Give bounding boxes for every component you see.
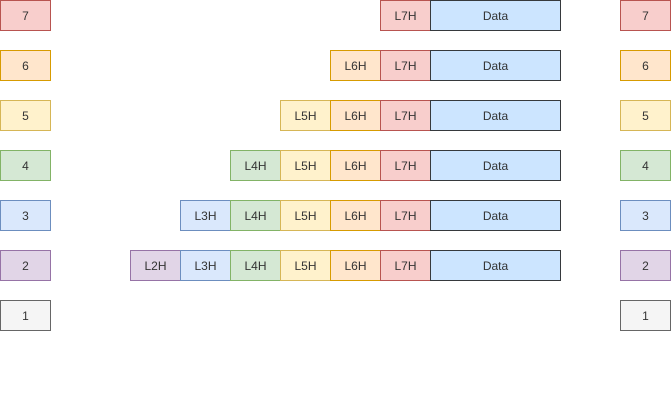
header-l2h-row-6: L2H (130, 250, 181, 281)
data-block-row-2: Data (430, 50, 561, 81)
data-block-row-3: Data (430, 100, 561, 131)
header-l7h-row-4: L7H (380, 150, 431, 181)
header-l7h-row-1: L7H (380, 0, 431, 31)
layer-box-left-2: 2 (0, 250, 51, 281)
header-l7h-row-6: L7H (380, 250, 431, 281)
data-block-row-5: Data (430, 200, 561, 231)
header-l5h-row-6: L5H (280, 250, 331, 281)
header-l6h-row-4: L6H (330, 150, 381, 181)
layer-box-left-1: 1 (0, 300, 51, 331)
layer-box-right-3: 3 (620, 200, 671, 231)
layer-box-left-5: 5 (0, 100, 51, 131)
header-l7h-row-2: L7H (380, 50, 431, 81)
header-l6h-row-2: L6H (330, 50, 381, 81)
header-l4h-row-4: L4H (230, 150, 281, 181)
layer-box-left-4: 4 (0, 150, 51, 181)
data-block-row-4: Data (430, 150, 561, 181)
header-l7h-row-5: L7H (380, 200, 431, 231)
header-l6h-row-3: L6H (330, 100, 381, 131)
layer-box-right-7: 7 (620, 0, 671, 31)
layer-box-right-1: 1 (620, 300, 671, 331)
layer-box-right-4: 4 (620, 150, 671, 181)
layer-box-left-7: 7 (0, 0, 51, 31)
header-l3h-row-5: L3H (180, 200, 231, 231)
header-l5h-row-4: L5H (280, 150, 331, 181)
header-l6h-row-6: L6H (330, 250, 381, 281)
header-l5h-row-3: L5H (280, 100, 331, 131)
layer-box-right-5: 5 (620, 100, 671, 131)
layer-box-right-6: 6 (620, 50, 671, 81)
header-l4h-row-6: L4H (230, 250, 281, 281)
header-l5h-row-5: L5H (280, 200, 331, 231)
data-block-row-1: Data (430, 0, 561, 31)
header-l4h-row-5: L4H (230, 200, 281, 231)
header-l3h-row-6: L3H (180, 250, 231, 281)
header-l7h-row-3: L7H (380, 100, 431, 131)
layer-box-left-3: 3 (0, 200, 51, 231)
header-l6h-row-5: L6H (330, 200, 381, 231)
data-block-row-6: Data (430, 250, 561, 281)
layer-box-left-6: 6 (0, 50, 51, 81)
layer-box-right-2: 2 (620, 250, 671, 281)
